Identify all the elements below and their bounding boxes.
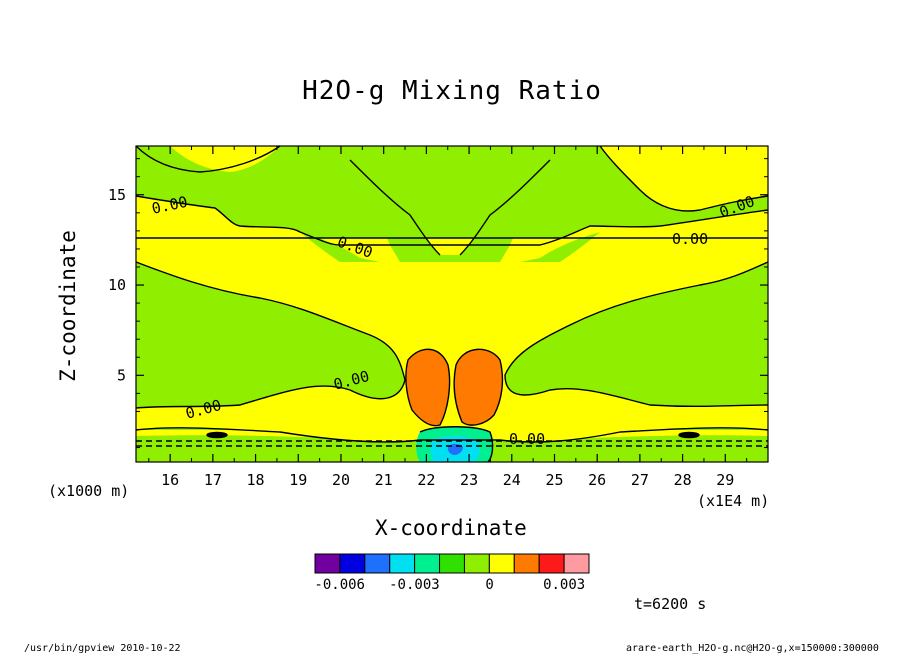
x-tick-label-22: 22 [417,471,435,489]
contour-line-5 [135,145,281,173]
y-axis-label: Z-coordinate [55,230,80,382]
colorbar-swatch-9 [538,553,565,574]
contour-label-6: 0.00 [509,430,546,448]
footer-left: /usr/bin/gpview 2010-10-22 [24,643,181,654]
x-tick-label-19: 19 [289,471,307,489]
contour-line-0 [135,195,769,246]
footer-right: arare-earth_H2O-g.nc@H2O-g,x=150000:3000… [626,643,879,654]
x-tick-label-28: 28 [674,471,692,489]
contour-line-layer [135,145,769,463]
fill-yellow-main [136,238,768,443]
contour-line-10 [349,159,441,256]
contour-line-11 [459,159,551,256]
colorbar-swatch-7 [488,553,515,574]
x-ticks: 16 17 18 19 20 21 22 23 24 25 26 27 28 29 [148,146,748,489]
y-ticks: 5 10 15 [108,158,768,449]
fill-orange-core-right [454,349,503,426]
colorbar-swatch-1 [339,553,366,574]
colorbar-swatch-0 [314,553,341,574]
x-tick-label-29: 29 [716,471,734,489]
contour-line-6 [599,145,769,212]
chart-title: H2O-g Mixing Ratio [302,76,602,106]
colorbar-swatch-10 [563,553,590,574]
x-tick-label-27: 27 [631,471,649,489]
y-unit-label: (x1000 m) [48,482,130,500]
x-unit-label: (x1E4 m) [697,492,770,510]
colorbar-swatch-3 [389,553,416,574]
y-tick-label-15: 15 [108,186,126,204]
contour-line-2 [135,261,406,409]
fill-orange-core-left [405,349,450,426]
colorbar-label: 0 [485,577,494,593]
x-axis-label: X-coordinate [375,516,527,540]
x-tick-label-26: 26 [588,471,606,489]
colorbar-swatch-4 [414,553,441,574]
colorbar-swatch-5 [439,553,465,574]
contour-label-2: 0.00 [672,230,709,248]
x-tick-label-17: 17 [204,471,222,489]
contour-line-3 [504,261,769,408]
x-tick-label-18: 18 [247,471,265,489]
x-tick-label-23: 23 [460,471,478,489]
fill-green-tongue-2 [340,160,560,262]
colorbar-label: -0.006 [314,577,365,593]
contour-line-7 [405,348,451,427]
colorbar-swatch-8 [513,553,540,574]
contour-fill-layer [136,146,768,462]
plot-frame [135,145,769,463]
x-tick-label-16: 16 [161,471,179,489]
fill-green-tongue-4 [520,232,600,262]
x-tick-label-21: 21 [375,471,393,489]
contour-line-4 [135,427,769,443]
y-tick-label-10: 10 [108,276,126,294]
fill-yellow-upper-band [136,196,768,245]
fill-yellow-top-left [136,146,280,172]
time-label: t=6200 s [634,595,707,613]
colorbar-label: 0.003 [543,577,586,593]
contour-line-8 [453,348,504,426]
fill-yellow-top [136,146,768,211]
fill-green-tongue-0 [222,172,240,226]
colorbar [314,553,590,574]
contour-blob-right [678,431,700,439]
colorbar-label: -0.003 [389,577,440,593]
colorbar-swatch-6 [463,553,490,574]
x-tick-label-24: 24 [503,471,521,489]
fill-green-tongue-1 [628,190,650,226]
contour-blob-left [206,431,228,439]
x-tick-label-25: 25 [545,471,563,489]
x-tick-label-20: 20 [332,471,350,489]
contour-line-9 [419,426,494,463]
colorbar-swatch-2 [364,553,391,574]
y-tick-label-5: 5 [117,366,126,384]
